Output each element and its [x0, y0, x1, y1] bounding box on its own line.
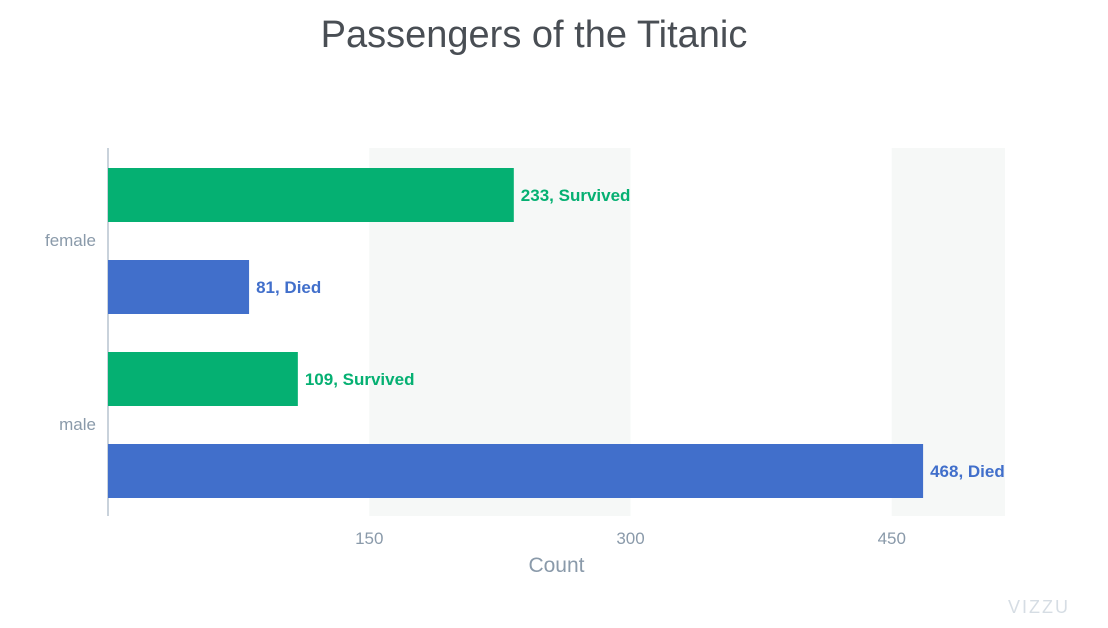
- chart-title: Passengers of the Titanic: [320, 14, 748, 56]
- category-labels: female male: [45, 231, 96, 434]
- bar-male-survived: [108, 352, 298, 406]
- data-label-female-died: 81, Died: [256, 278, 321, 297]
- bar-female-survived: [108, 168, 514, 222]
- vizzu-logo: VIZZU: [1008, 597, 1070, 617]
- data-label-female-survived: 233, Survived: [521, 186, 631, 205]
- bar-male-died: [108, 444, 924, 498]
- data-label-male-survived: 109, Survived: [305, 370, 415, 389]
- data-label-male-died: 468, Died: [930, 462, 1005, 481]
- data-labels: 233, Survived 81, Died 109, Survived 468, D…: [256, 186, 1005, 481]
- bars: [108, 168, 924, 498]
- x-axis-ticks: 150 300 450: [355, 529, 906, 548]
- x-tick-label: 300: [616, 529, 644, 548]
- x-tick-label: 150: [355, 529, 383, 548]
- category-label-male: male: [59, 415, 96, 434]
- x-axis-title: Count: [528, 554, 584, 577]
- x-tick-label: 450: [878, 529, 906, 548]
- category-label-female: female: [45, 231, 96, 250]
- bar-female-died: [108, 260, 250, 314]
